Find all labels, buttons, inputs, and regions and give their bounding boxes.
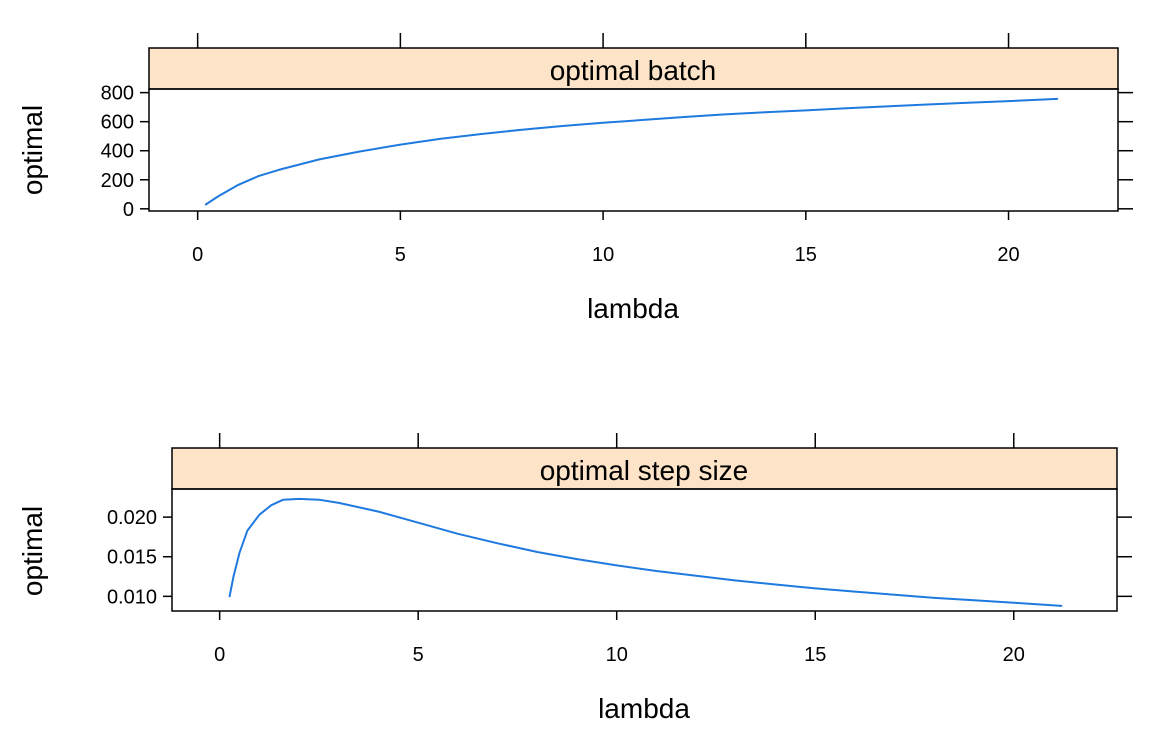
- x-tick-label: 0: [192, 244, 203, 266]
- plot-frame: [171, 488, 1118, 612]
- x-axis-title: lambda: [587, 293, 679, 324]
- y-tick-label: 600: [101, 112, 134, 134]
- series-line: [204, 97, 1059, 206]
- series-layer: [204, 97, 1059, 206]
- x-tick-label: 10: [592, 244, 614, 266]
- x-ticks: 0 5 10 15 20: [192, 33, 1020, 266]
- series-line: [228, 497, 1063, 607]
- x-tick-label: 15: [804, 644, 826, 666]
- x-tick-label: 5: [413, 644, 424, 666]
- series-layer: [228, 497, 1063, 607]
- x-tick-label: 10: [606, 644, 628, 666]
- y-ticks: 0 200 400 600 800: [101, 83, 1133, 221]
- x-axis-title: lambda: [598, 693, 690, 724]
- x-tick-label: 20: [1003, 644, 1025, 666]
- strip-title: optimal step size: [540, 455, 749, 486]
- x-tick-label: 15: [795, 244, 817, 266]
- x-tick-label: 5: [395, 244, 406, 266]
- y-ticks: 0.010 0.015 0.020: [107, 507, 1132, 608]
- y-axis-title: optimal: [17, 105, 48, 195]
- strip-background: [148, 47, 1119, 90]
- y-tick-label: 800: [101, 83, 134, 105]
- plot-frame: [148, 88, 1119, 212]
- y-tick-label: 400: [101, 141, 134, 163]
- strip-title: optimal batch: [550, 55, 717, 86]
- y-tick-label: 0.010: [107, 586, 157, 608]
- x-ticks: 0 5 10 15 20: [214, 433, 1025, 666]
- y-tick-label: 0: [123, 199, 134, 221]
- panel-optimal-batch: optimal batch 0 5 10 15 20 0 200 400 600 800 lam…: [17, 33, 1133, 324]
- y-axis-title: optimal: [17, 506, 48, 596]
- panel-optimal-step-size: optimal step size 0 5 10 15 20 0.0100.0150.0…: [17, 433, 1132, 724]
- x-tick-label: 20: [997, 244, 1019, 266]
- x-tick-label: 0: [214, 644, 225, 666]
- strip-background: [171, 447, 1118, 490]
- y-tick-label: 0.015: [107, 547, 157, 569]
- y-tick-label: 200: [101, 170, 134, 192]
- y-tick-label: 0.020: [107, 507, 157, 529]
